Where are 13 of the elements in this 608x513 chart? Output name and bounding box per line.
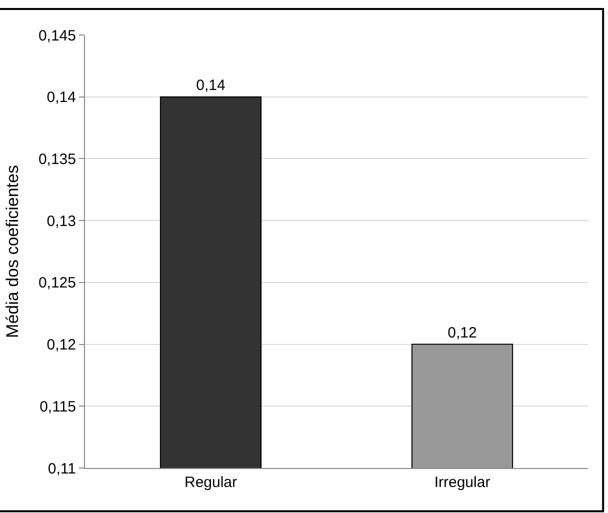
data-label: 0,14 <box>196 76 226 94</box>
y-tick-label: 0,145 <box>38 27 76 44</box>
y-tick-label: 0,135 <box>38 150 76 168</box>
y-tick-label: 0,12 <box>46 336 76 354</box>
y-axis-title: Média dos coeficientes <box>3 165 22 338</box>
y-tick-label: 0,13 <box>46 212 76 230</box>
y-tick-label: 0,11 <box>48 460 76 478</box>
x-tick-label: Regular <box>184 474 238 491</box>
y-tick-label: 0,125 <box>38 274 76 292</box>
x-tick-label: Irregular <box>434 474 490 491</box>
data-label: 0,12 <box>448 324 477 342</box>
y-tick-label: 0,115 <box>40 398 76 416</box>
y-tick-label: 0,14 <box>46 89 76 106</box>
